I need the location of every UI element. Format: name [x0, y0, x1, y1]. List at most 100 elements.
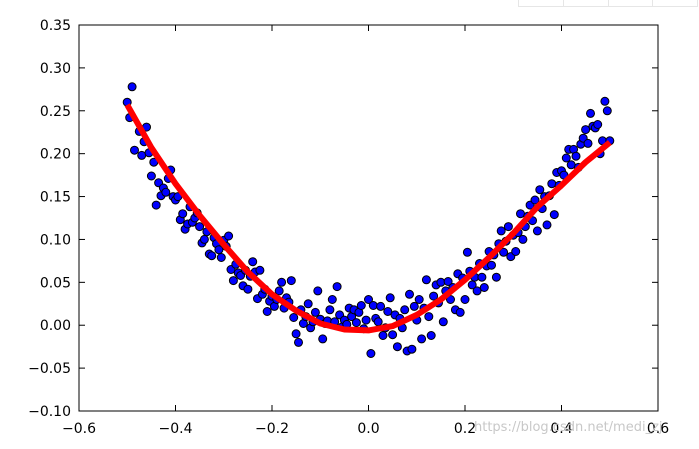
scatter-point [161, 187, 171, 197]
scatter-point [332, 282, 342, 292]
scatter-point [383, 307, 393, 316]
scatter-point [438, 317, 448, 327]
scatter-point [586, 108, 595, 118]
y-tick-label: 0.15 [40, 190, 71, 206]
scatter-point [571, 151, 581, 161]
scatter-point [407, 344, 417, 354]
scatter-point [455, 307, 465, 317]
scatter-point [491, 272, 501, 282]
scatter-point [368, 301, 378, 310]
scatter-point [325, 305, 335, 315]
scatter-point [351, 318, 361, 328]
scatter-point [248, 257, 258, 267]
scatter-point [373, 317, 383, 327]
scatter-point [472, 286, 482, 296]
axis-ticks: −0.6 −0.4 −0.2 0.0 0.2 0.4 0.6 −0.10 −0.05 0.00 0.… [28, 18, 669, 437]
scatter-point [366, 349, 376, 358]
scatter-point [477, 272, 487, 282]
scatter-point [214, 245, 224, 255]
scatter-point [291, 329, 301, 339]
x-tick-label: 0.4 [550, 421, 572, 437]
scatter-point [294, 337, 303, 347]
scatter-point [151, 200, 161, 210]
scatter-point [127, 82, 137, 92]
scatter-point [207, 251, 217, 261]
scatter-point [503, 222, 513, 232]
scatter-point [356, 301, 366, 310]
scatter-point [547, 179, 557, 189]
scatter-point [460, 295, 470, 304]
scatter-point [228, 276, 238, 286]
x-tick-label: 0.2 [454, 421, 476, 437]
scatter-point [530, 195, 540, 205]
scatter-point [429, 291, 439, 301]
y-tick-label: −0.10 [28, 404, 71, 420]
scatter-point [583, 138, 593, 148]
scatter-point [487, 260, 496, 270]
scatter-point [243, 284, 253, 294]
scatter-point [405, 289, 414, 299]
scatter-point [385, 293, 395, 303]
scatter-point [310, 307, 320, 317]
y-tick-label: 0.05 [40, 275, 71, 291]
scatter-point [388, 330, 398, 340]
scatter-point [417, 334, 427, 344]
y-tick-label: 0.35 [40, 18, 71, 34]
y-tick-label: 0.20 [40, 147, 71, 163]
scatter-point [376, 301, 386, 311]
scatter-point [286, 276, 296, 286]
scatter-point [511, 247, 521, 256]
scatter-point [421, 275, 431, 285]
scatter-point [602, 106, 612, 116]
scatter-point [532, 226, 542, 236]
scatter-point [496, 226, 506, 236]
scatter-point [361, 315, 371, 325]
scatter-point [277, 277, 287, 287]
scatter-point [130, 145, 139, 155]
scatter-point [535, 185, 545, 195]
scatter-point [289, 313, 299, 322]
x-tick-label: −0.6 [62, 421, 96, 437]
scatter-point [561, 153, 571, 163]
scatter-point [327, 295, 337, 304]
scatter-point [409, 301, 419, 311]
scatter-point [424, 312, 434, 322]
scatter-point [137, 150, 147, 160]
scatter-point [581, 125, 591, 135]
scatter-point [178, 209, 188, 219]
scatter-point [600, 96, 610, 106]
fit-line [124, 103, 612, 334]
scatter-point [224, 231, 234, 241]
scatter-point [318, 334, 328, 344]
x-tick-label: 0.0 [357, 421, 379, 437]
scatter-point [255, 265, 265, 275]
scatter-point [392, 342, 402, 352]
scatter-point [542, 220, 552, 230]
scatter-point [195, 222, 205, 232]
scatter-point [518, 234, 528, 244]
x-tick-label: 0.6 [647, 421, 669, 437]
tab-segment [564, 0, 609, 6]
scatter-point [479, 283, 489, 292]
scatter-point [303, 299, 313, 309]
scatter-point [414, 295, 424, 304]
scatter-point [146, 171, 156, 181]
scatter-point [364, 295, 373, 304]
scatter-point [426, 331, 436, 340]
y-tick-label: 0.25 [40, 104, 71, 120]
scatter-point [216, 253, 226, 262]
scatter-point [274, 286, 284, 296]
watermark-text: https://blog.csdn.net/medi_zj [474, 420, 663, 435]
scatter-point [313, 286, 323, 296]
plot-marks [122, 82, 615, 358]
scatter-point [262, 307, 272, 316]
y-tick-label: 0.30 [40, 61, 71, 77]
y-tick-label: −0.05 [28, 361, 71, 377]
scatter-point [443, 277, 453, 286]
scatter-point [400, 305, 410, 315]
scatter-point [549, 210, 559, 220]
scatter-point [499, 247, 509, 257]
tab-segment [519, 0, 564, 6]
y-tick-label: 0.00 [40, 318, 71, 334]
